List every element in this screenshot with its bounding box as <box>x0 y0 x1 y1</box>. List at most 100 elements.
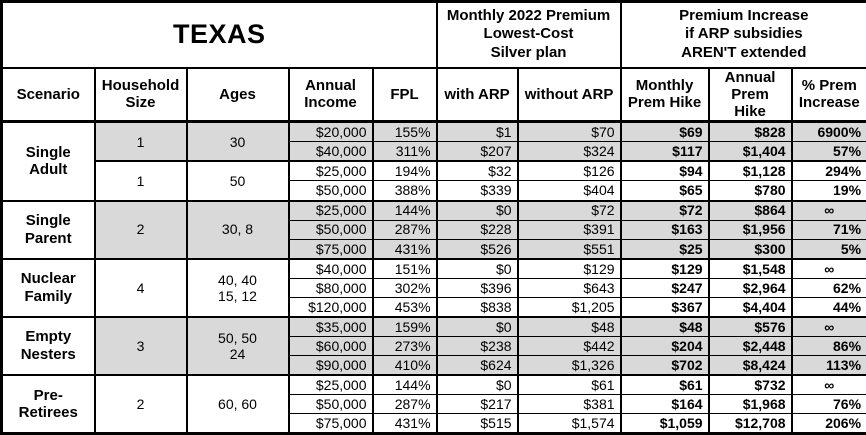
fpl-cell: 155% <box>371 120 438 143</box>
with-arp-cell: $339 <box>435 180 519 201</box>
without-arp-cell: $72 <box>516 199 622 221</box>
income-cell: $40,000 <box>287 257 374 279</box>
without-arp-cell: $381 <box>516 393 622 414</box>
annual-hike-cell: $300 <box>707 238 793 260</box>
annual-hike-cell: $2,448 <box>707 335 793 356</box>
scenario-cell: Nuclear Family <box>0 257 96 318</box>
annual-hike-cell: $732 <box>707 373 793 395</box>
without-arp-cell: $126 <box>516 160 622 182</box>
with-arp-cell: $515 <box>435 412 519 435</box>
ages-cell: 40, 40 15, 12 <box>185 257 290 318</box>
annual-hike-cell: $2,964 <box>707 277 793 298</box>
ages-cell: 30 <box>185 120 290 162</box>
premium-section-header: Monthly 2022 Premium Lowest-Cost Silver … <box>435 1 622 69</box>
column-header-fpl: FPL <box>371 66 438 124</box>
ages-cell: 50, 50 24 <box>185 315 290 376</box>
income-cell: $120,000 <box>287 296 374 318</box>
column-header-with-arp: with ARP <box>435 66 519 124</box>
annual-hike-cell: $1,968 <box>707 393 793 414</box>
pct-increase-cell: 71% <box>790 219 866 240</box>
monthly-hike-cell: $164 <box>619 393 710 414</box>
ages-cell: 50 <box>185 160 290 202</box>
fpl-cell: 273% <box>371 335 438 356</box>
pct-increase-cell: 44% <box>790 296 866 318</box>
household-size-cell: 2 <box>93 373 188 434</box>
without-arp-cell: $391 <box>516 219 622 240</box>
without-arp-cell: $70 <box>516 120 622 143</box>
pct-increase-cell: ∞ <box>790 373 866 395</box>
fpl-cell: 194% <box>371 160 438 182</box>
income-cell: $80,000 <box>287 277 374 298</box>
pct-increase-cell: 57% <box>790 141 866 162</box>
annual-hike-cell: $1,956 <box>707 219 793 240</box>
pct-increase-cell: 76% <box>790 393 866 414</box>
income-cell: $40,000 <box>287 141 374 162</box>
monthly-hike-cell: $72 <box>619 199 710 221</box>
fpl-cell: 410% <box>371 354 438 376</box>
fpl-cell: 287% <box>371 393 438 414</box>
pct-increase-cell: 6900% <box>790 120 866 143</box>
fpl-cell: 144% <box>371 373 438 395</box>
pct-increase-cell: 113% <box>790 354 866 376</box>
fpl-cell: 287% <box>371 219 438 240</box>
monthly-hike-cell: $65 <box>619 180 710 201</box>
income-cell: $75,000 <box>287 412 374 435</box>
without-arp-cell: $48 <box>516 315 622 337</box>
without-arp-cell: $1,326 <box>516 354 622 376</box>
fpl-cell: 431% <box>371 238 438 260</box>
with-arp-cell: $228 <box>435 219 519 240</box>
without-arp-cell: $551 <box>516 238 622 260</box>
monthly-hike-cell: $61 <box>619 373 710 395</box>
with-arp-cell: $1 <box>435 120 519 143</box>
monthly-hike-cell: $702 <box>619 354 710 376</box>
monthly-hike-cell: $129 <box>619 257 710 279</box>
annual-hike-cell: $12,708 <box>707 412 793 435</box>
fpl-cell: 431% <box>371 412 438 435</box>
monthly-hike-cell: $247 <box>619 277 710 298</box>
annual-hike-cell: $8,424 <box>707 354 793 376</box>
without-arp-cell: $1,205 <box>516 296 622 318</box>
annual-hike-cell: $780 <box>707 180 793 201</box>
income-cell: $20,000 <box>287 120 374 143</box>
income-cell: $90,000 <box>287 354 374 376</box>
column-header-without-arp: without ARP <box>516 66 622 124</box>
income-cell: $75,000 <box>287 238 374 260</box>
annual-hike-cell: $864 <box>707 199 793 221</box>
income-cell: $50,000 <box>287 393 374 414</box>
increase-section-header: Premium Increase if ARP subsidies AREN'T… <box>619 1 866 69</box>
monthly-hike-cell: $204 <box>619 335 710 356</box>
household-size-cell: 4 <box>93 257 188 318</box>
with-arp-cell: $32 <box>435 160 519 182</box>
with-arp-cell: $838 <box>435 296 519 318</box>
without-arp-cell: $61 <box>516 373 622 395</box>
scenario-cell: Pre- Retirees <box>0 373 96 434</box>
pct-increase-cell: 86% <box>790 335 866 356</box>
fpl-cell: 302% <box>371 277 438 298</box>
fpl-cell: 388% <box>371 180 438 201</box>
with-arp-cell: $0 <box>435 315 519 337</box>
pct-increase-cell: 5% <box>790 238 866 260</box>
with-arp-cell: $0 <box>435 257 519 279</box>
pct-increase-cell: 294% <box>790 160 866 182</box>
household-size-cell: 2 <box>93 199 188 260</box>
fpl-cell: 311% <box>371 141 438 162</box>
column-header-ages: Ages <box>185 66 290 124</box>
pct-increase-cell: 62% <box>790 277 866 298</box>
with-arp-cell: $396 <box>435 277 519 298</box>
income-cell: $50,000 <box>287 180 374 201</box>
monthly-hike-cell: $25 <box>619 238 710 260</box>
monthly-hike-cell: $94 <box>619 160 710 182</box>
with-arp-cell: $238 <box>435 335 519 356</box>
column-header-monthly-prem-hike: Monthly Prem Hike <box>619 66 710 124</box>
with-arp-cell: $0 <box>435 199 519 221</box>
annual-hike-cell: $1,548 <box>707 257 793 279</box>
income-cell: $35,000 <box>287 315 374 337</box>
without-arp-cell: $129 <box>516 257 622 279</box>
ages-cell: 30, 8 <box>185 199 290 260</box>
with-arp-cell: $217 <box>435 393 519 414</box>
column-header-annual-prem-hike: Annual Prem Hike <box>707 66 793 124</box>
annual-hike-cell: $1,404 <box>707 141 793 162</box>
pct-increase-cell: ∞ <box>790 315 866 337</box>
